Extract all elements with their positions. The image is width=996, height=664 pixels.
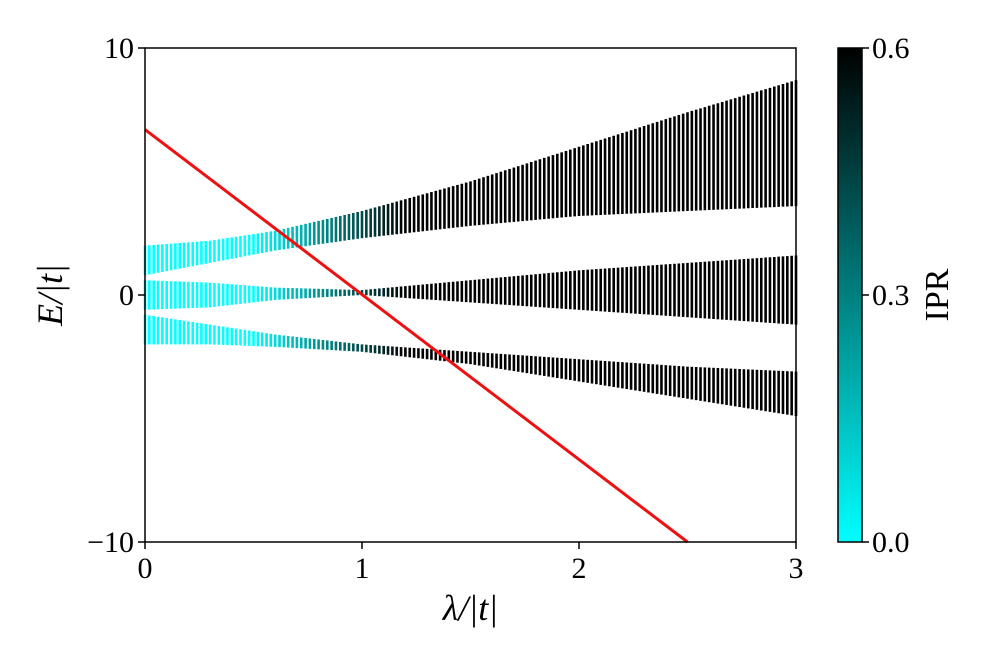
colorbar-ticks: 0.0 0.3 0.6 <box>862 32 910 559</box>
y-axis-label: E/|t| <box>30 264 70 327</box>
x-axis-label: λ/|t| <box>442 588 498 628</box>
red-line <box>144 128 689 544</box>
lower-band <box>143 314 798 417</box>
x-tick-label: 1 <box>355 552 370 585</box>
colorbar-label: IPR <box>919 268 956 321</box>
y-tick-label: 0 <box>119 279 134 312</box>
middle-band <box>143 255 798 325</box>
upper-band <box>143 80 798 276</box>
x-tick-label: 0 <box>138 552 153 585</box>
y-tick-label: 10 <box>104 32 134 65</box>
y-tick-label: −10 <box>87 526 134 559</box>
colorbar-tick-label: 0.3 <box>872 279 910 312</box>
line-layer <box>144 128 689 544</box>
colorbar <box>837 47 863 543</box>
band-points <box>143 80 798 417</box>
colorbar-tick-label: 0.6 <box>872 32 910 65</box>
x-tick-label: 2 <box>572 552 587 585</box>
colorbar-tick-label: 0.0 <box>872 526 910 559</box>
x-tick-label: 3 <box>789 552 804 585</box>
